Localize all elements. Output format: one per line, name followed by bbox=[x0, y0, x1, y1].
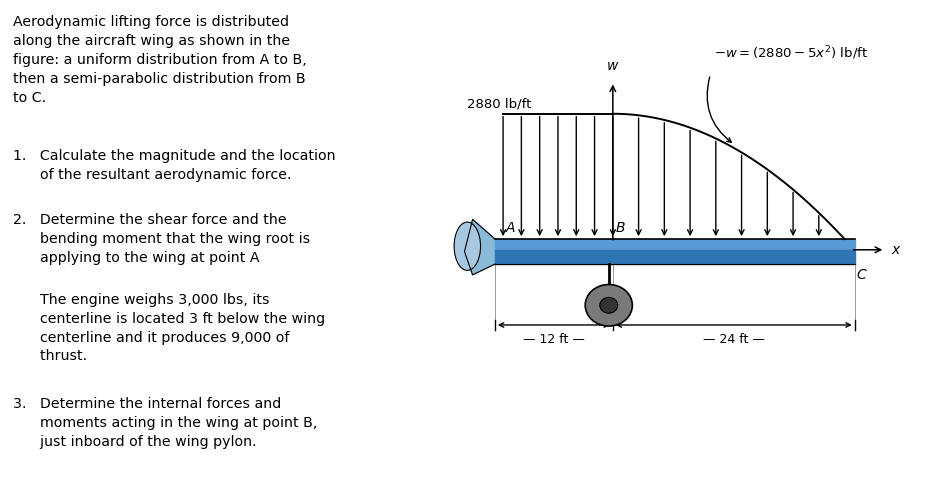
Text: $-w = (2880 - 5x^2)\ \mathrm{lb/ft}$: $-w = (2880 - 5x^2)\ \mathrm{lb/ft}$ bbox=[715, 44, 869, 62]
Text: Aerodynamic lifting force is distributed
along the aircraft wing as shown in the: Aerodynamic lifting force is distributed… bbox=[13, 15, 307, 105]
Text: $C$: $C$ bbox=[856, 268, 868, 282]
Ellipse shape bbox=[454, 222, 480, 270]
Text: $w$: $w$ bbox=[606, 59, 619, 72]
Polygon shape bbox=[495, 250, 855, 264]
Text: 1.   Calculate the magnitude and the location
      of the resultant aerodynamic: 1. Calculate the magnitude and the locat… bbox=[13, 149, 336, 182]
Text: 2.   Determine the shear force and the
      bending moment that the wing root i: 2. Determine the shear force and the ben… bbox=[13, 213, 310, 265]
Polygon shape bbox=[495, 239, 855, 250]
Text: 3.   Determine the internal forces and
      moments acting in the wing at point: 3. Determine the internal forces and mom… bbox=[13, 397, 317, 449]
Text: — 24 ft —: — 24 ft — bbox=[703, 333, 765, 346]
Text: $A$: $A$ bbox=[505, 222, 516, 236]
Text: $B$: $B$ bbox=[615, 222, 626, 236]
Text: $x$: $x$ bbox=[891, 243, 902, 257]
Circle shape bbox=[585, 285, 632, 326]
Text: — 12 ft —: — 12 ft — bbox=[523, 333, 585, 346]
Text: 2880 lb/ft: 2880 lb/ft bbox=[466, 97, 531, 110]
Circle shape bbox=[600, 298, 617, 313]
Text: The engine weighs 3,000 lbs, its
      centerline is located 3 ft below the wing: The engine weighs 3,000 lbs, its centerl… bbox=[13, 293, 324, 364]
Polygon shape bbox=[464, 219, 495, 275]
